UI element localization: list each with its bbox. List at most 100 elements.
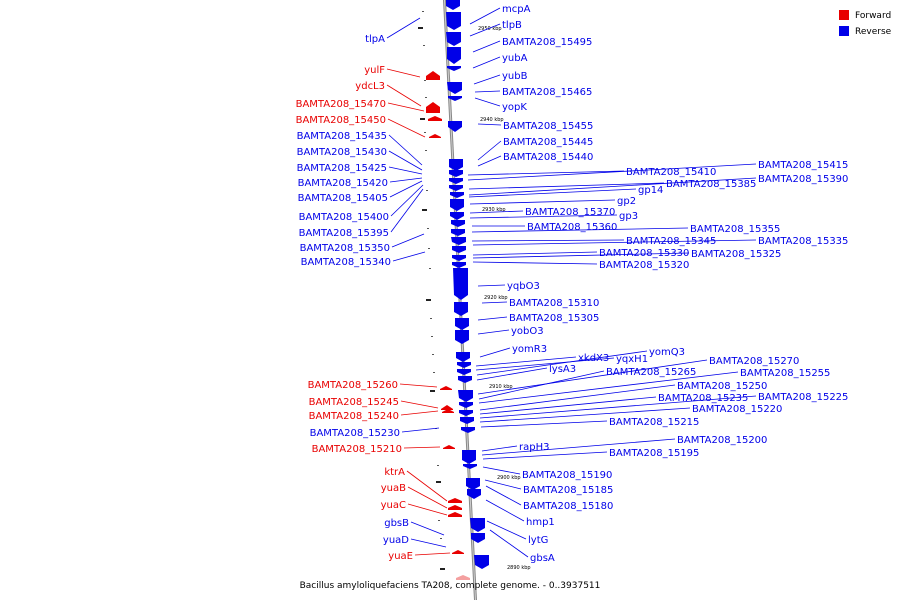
gene-label-ydcl3[interactable]: ydcL3 <box>355 81 385 92</box>
gene-reverse <box>448 96 462 101</box>
gene-label-bamta208_15185[interactable]: BAMTA208_15185 <box>523 485 613 496</box>
gene-label-bamta208_15395[interactable]: BAMTA208_15395 <box>299 228 389 239</box>
gene-label-yopk[interactable]: yopK <box>502 102 527 113</box>
gene-label-bamta208_15400[interactable]: BAMTA208_15400 <box>299 212 389 223</box>
gene-reverse <box>457 369 471 375</box>
gene-label-hmp1[interactable]: hmp1 <box>526 517 555 528</box>
gene-label-bamta208_15220[interactable]: BAMTA208_15220 <box>692 404 782 415</box>
gene-label-bamta208_15320[interactable]: BAMTA208_15320 <box>599 260 689 271</box>
gene-label-bamta208_15420[interactable]: BAMTA208_15420 <box>298 178 388 189</box>
gene-label-bamta208_15195[interactable]: BAMTA208_15195 <box>609 448 699 459</box>
tick-label-2920: 2920 kbp <box>484 295 508 301</box>
leader-line-bamta208_15225 <box>479 395 757 419</box>
gene-label-bamta208_15415[interactable]: BAMTA208_15415 <box>758 160 848 171</box>
gene-label-tlpa[interactable]: tlpA <box>365 34 385 45</box>
gene-label-bamta208_15370[interactable]: BAMTA208_15370 <box>525 207 615 218</box>
gene-label-yulf[interactable]: yulF <box>364 65 385 76</box>
leader-line-ydcl3 <box>386 84 422 107</box>
gene-label-bamta208_15270[interactable]: BAMTA208_15270 <box>709 356 799 367</box>
gene-label-bamta208_15410[interactable]: BAMTA208_15410 <box>626 167 716 178</box>
gene-label-bamta208_15435[interactable]: BAMTA208_15435 <box>297 131 387 142</box>
forward-genes <box>426 71 470 580</box>
gene-label-bamta208_15180[interactable]: BAMTA208_15180 <box>523 501 613 512</box>
gene-label-bamta208_15345[interactable]: BAMTA208_15345 <box>626 236 716 247</box>
gene-label-bamta208_15245[interactable]: BAMTA208_15245 <box>309 397 399 408</box>
gene-label-yuac[interactable]: yuaC <box>381 500 406 511</box>
gene-label-bamta208_15430[interactable]: BAMTA208_15430 <box>297 147 387 158</box>
gene-label-yomq3[interactable]: yomQ3 <box>649 347 685 358</box>
gene-label-bamta208_15330[interactable]: BAMTA208_15330 <box>599 248 689 259</box>
gene-label-ktra[interactable]: ktrA <box>384 467 405 478</box>
gene-label-yqxh1[interactable]: yqxH1 <box>616 354 648 365</box>
gene-label-bamta208_15335[interactable]: BAMTA208_15335 <box>758 236 848 247</box>
gene-label-bamta208_15230[interactable]: BAMTA208_15230 <box>310 428 400 439</box>
gene-label-bamta208_15405[interactable]: BAMTA208_15405 <box>298 193 388 204</box>
gene-label-tlpb[interactable]: tlpB <box>502 20 522 31</box>
gene-label-yubb[interactable]: yubB <box>502 71 528 82</box>
gene-reverse <box>454 302 468 316</box>
gene-label-bamta208_15265[interactable]: BAMTA208_15265 <box>606 367 696 378</box>
gene-label-bamta208_15200[interactable]: BAMTA208_15200 <box>677 435 767 446</box>
gene-label-gp2[interactable]: gp2 <box>617 196 636 207</box>
gene-label-bamta208_15390[interactable]: BAMTA208_15390 <box>758 174 848 185</box>
gene-label-bamta208_15340[interactable]: BAMTA208_15340 <box>301 257 391 268</box>
gene-label-bamta208_15385[interactable]: BAMTA208_15385 <box>666 179 756 190</box>
gene-label-bamta208_15240[interactable]: BAMTA208_15240 <box>309 411 399 422</box>
tick-label-2910: 2910 kbp <box>489 384 513 390</box>
gene-label-yomr3[interactable]: yomR3 <box>512 344 547 355</box>
gene-label-lysa3[interactable]: lysA3 <box>549 364 576 375</box>
gene-label-bamta208_15355[interactable]: BAMTA208_15355 <box>690 224 780 235</box>
gene-label-lytg[interactable]: lytG <box>528 535 548 546</box>
gene-label-bamta208_15350[interactable]: BAMTA208_15350 <box>300 243 390 254</box>
leader-line-bamta208_15450 <box>387 118 426 138</box>
gene-label-gbsa[interactable]: gbsA <box>530 553 555 564</box>
tick-label-2890: 2890 kbp <box>507 565 531 571</box>
gene-reverse <box>459 402 473 408</box>
gene-label-bamta208_15215[interactable]: BAMTA208_15215 <box>609 417 699 428</box>
gene-forward <box>452 550 464 554</box>
leader-line-bamta208_15250 <box>479 384 676 411</box>
gene-label-gbsb[interactable]: gbsB <box>384 518 409 529</box>
gene-label-xkdx3[interactable]: xkdX3 <box>578 353 609 364</box>
gene-label-yuba[interactable]: yubA <box>502 53 528 64</box>
gene-label-bamta208_15445[interactable]: BAMTA208_15445 <box>503 137 593 148</box>
gene-label-bamta208_15260[interactable]: BAMTA208_15260 <box>308 380 398 391</box>
gene-reverse <box>450 199 464 211</box>
gene-reverse <box>456 352 470 362</box>
gene-label-bamta208_15250[interactable]: BAMTA208_15250 <box>677 381 767 392</box>
gene-label-bamta208_15465[interactable]: BAMTA208_15465 <box>502 87 592 98</box>
gene-label-bamta208_15425[interactable]: BAMTA208_15425 <box>297 163 387 174</box>
gene-label-bamta208_15225[interactable]: BAMTA208_15225 <box>758 392 848 403</box>
leader-line-bamta208_15220 <box>479 407 691 423</box>
gene-label-bamta208_15495[interactable]: BAMTA208_15495 <box>502 37 592 48</box>
gene-label-yqbo3[interactable]: yqbO3 <box>507 281 540 292</box>
gene-reverse <box>455 330 469 344</box>
gene-reverse <box>460 417 474 424</box>
gene-label-yuae[interactable]: yuaE <box>388 551 413 562</box>
gene-label-bamta208_15255[interactable]: BAMTA208_15255 <box>740 368 830 379</box>
gene-label-bamta208_15235[interactable]: BAMTA208_15235 <box>658 393 748 404</box>
gene-label-mcpa[interactable]: mcpA <box>502 4 531 15</box>
gene-label-yuab[interactable]: yuaB <box>381 483 406 494</box>
gene-label-gp14[interactable]: gp14 <box>638 185 663 196</box>
leader-line-bamta208_15255 <box>478 371 739 404</box>
leader-line-yobo3 <box>477 329 510 335</box>
gene-label-gp3[interactable]: gp3 <box>619 211 638 222</box>
gene-label-bamta208_15310[interactable]: BAMTA208_15310 <box>509 298 599 309</box>
gene-label-bamta208_15325[interactable]: BAMTA208_15325 <box>691 249 781 260</box>
gene-label-bamta208_15470[interactable]: BAMTA208_15470 <box>296 99 386 110</box>
gene-reverse <box>450 212 464 220</box>
gene-label-bamta208_15455[interactable]: BAMTA208_15455 <box>503 121 593 132</box>
gene-label-bamta208_15190[interactable]: BAMTA208_15190 <box>522 470 612 481</box>
gene-label-yobo3[interactable]: yobO3 <box>511 326 544 337</box>
gene-label-bamta208_15450[interactable]: BAMTA208_15450 <box>296 115 386 126</box>
gene-label-raph3[interactable]: rapH3 <box>519 442 549 453</box>
gene-reverse <box>466 478 480 490</box>
gene-label-bamta208_15440[interactable]: BAMTA208_15440 <box>503 152 593 163</box>
gene-label-bamta208_15360[interactable]: BAMTA208_15360 <box>527 222 617 233</box>
gene-label-yuad[interactable]: yuaD <box>383 535 409 546</box>
gene-label-bamta208_15210[interactable]: BAMTA208_15210 <box>312 444 402 455</box>
gene-reverse <box>451 220 465 227</box>
reverse-genes <box>446 0 489 569</box>
gene-label-bamta208_15305[interactable]: BAMTA208_15305 <box>509 313 599 324</box>
